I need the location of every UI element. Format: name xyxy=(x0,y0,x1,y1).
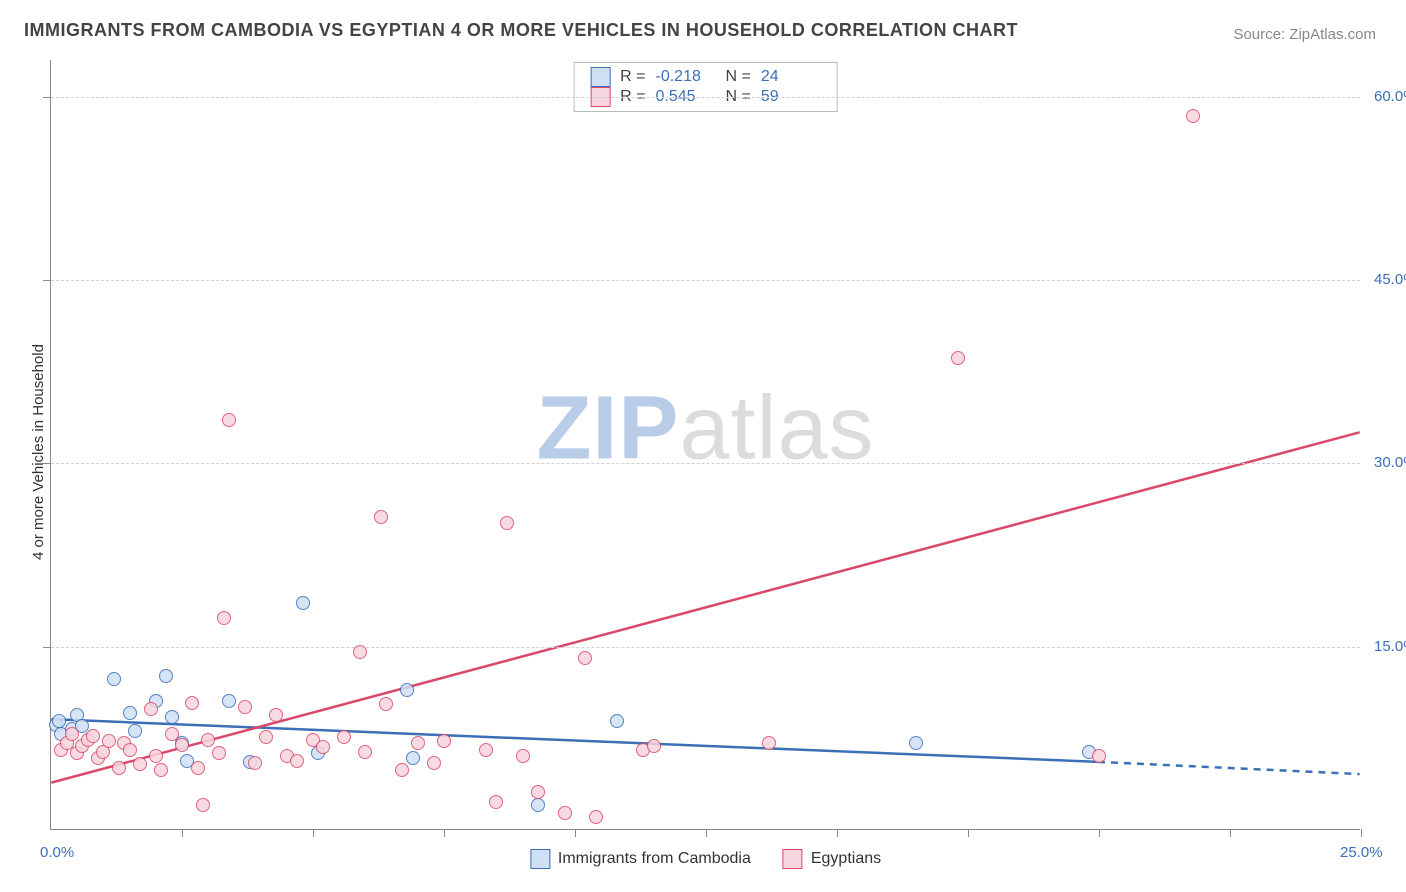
y-axis-label: 4 or more Vehicles in Household xyxy=(30,344,47,560)
data-point xyxy=(102,734,116,748)
data-point xyxy=(437,734,451,748)
trend-lines xyxy=(51,60,1360,829)
y-tick-label: 15.0% xyxy=(1374,638,1406,655)
data-point xyxy=(212,746,226,760)
data-point xyxy=(531,798,545,812)
data-point xyxy=(165,710,179,724)
legend-item: Immigrants from Cambodia xyxy=(530,849,751,869)
data-point xyxy=(175,738,189,752)
x-end-label: 25.0% xyxy=(1340,844,1383,861)
r-label: R = xyxy=(620,68,645,86)
data-point xyxy=(531,785,545,799)
data-point xyxy=(144,702,158,716)
data-point xyxy=(578,651,592,665)
data-point xyxy=(516,749,530,763)
data-point xyxy=(400,683,414,697)
data-point xyxy=(217,611,231,625)
data-point xyxy=(589,810,603,824)
scatter-plot: ZIPatlas R = -0.218 N = 24 R = 0.545 N =… xyxy=(50,60,1360,830)
swatch-icon xyxy=(590,67,610,87)
swatch-icon xyxy=(530,849,550,869)
data-point xyxy=(500,516,514,530)
data-point xyxy=(185,696,199,710)
data-point xyxy=(316,740,330,754)
data-point xyxy=(610,714,624,728)
data-point xyxy=(337,730,351,744)
data-point xyxy=(86,729,100,743)
data-point xyxy=(123,743,137,757)
data-point xyxy=(395,763,409,777)
correlation-legend: R = -0.218 N = 24 R = 0.545 N = 59 xyxy=(573,62,838,112)
data-point xyxy=(489,795,503,809)
data-point xyxy=(427,756,441,770)
data-point xyxy=(107,672,121,686)
n-value: 24 xyxy=(761,68,821,86)
legend-item: Egyptians xyxy=(783,849,881,869)
data-point xyxy=(133,757,147,771)
data-point xyxy=(909,736,923,750)
watermark: ZIPatlas xyxy=(536,378,874,481)
data-point xyxy=(112,761,126,775)
series-legend: Immigrants from Cambodia Egyptians xyxy=(530,849,881,869)
data-point xyxy=(1186,109,1200,123)
data-point xyxy=(191,761,205,775)
data-point xyxy=(358,745,372,759)
data-point xyxy=(149,749,163,763)
y-tick-label: 30.0% xyxy=(1374,454,1406,471)
data-point xyxy=(65,727,79,741)
data-point xyxy=(1092,749,1106,763)
swatch-icon xyxy=(783,849,803,869)
data-point xyxy=(951,351,965,365)
legend-label: Immigrants from Cambodia xyxy=(558,850,751,868)
y-tick-label: 45.0% xyxy=(1374,271,1406,288)
data-point xyxy=(159,669,173,683)
data-point xyxy=(296,596,310,610)
legend-row-1: R = -0.218 N = 24 xyxy=(590,67,821,87)
data-point xyxy=(154,763,168,777)
data-point xyxy=(762,736,776,750)
data-point xyxy=(479,743,493,757)
chart-title: IMMIGRANTS FROM CAMBODIA VS EGYPTIAN 4 O… xyxy=(24,20,1018,41)
data-point xyxy=(353,645,367,659)
data-point xyxy=(123,706,137,720)
data-point xyxy=(201,733,215,747)
data-point xyxy=(196,798,210,812)
data-point xyxy=(269,708,283,722)
data-point xyxy=(411,736,425,750)
y-tick-label: 60.0% xyxy=(1374,88,1406,105)
data-point xyxy=(259,730,273,744)
data-point xyxy=(558,806,572,820)
data-point xyxy=(248,756,262,770)
r-value: -0.218 xyxy=(656,68,716,86)
n-label: N = xyxy=(726,68,751,86)
data-point xyxy=(128,724,142,738)
legend-label: Egyptians xyxy=(811,850,881,868)
data-point xyxy=(222,694,236,708)
data-point xyxy=(290,754,304,768)
data-point xyxy=(379,697,393,711)
x-origin-label: 0.0% xyxy=(40,844,74,861)
data-point xyxy=(406,751,420,765)
data-point xyxy=(222,413,236,427)
data-point xyxy=(647,739,661,753)
data-point xyxy=(374,510,388,524)
data-point xyxy=(238,700,252,714)
source-label: Source: ZipAtlas.com xyxy=(1233,26,1376,43)
